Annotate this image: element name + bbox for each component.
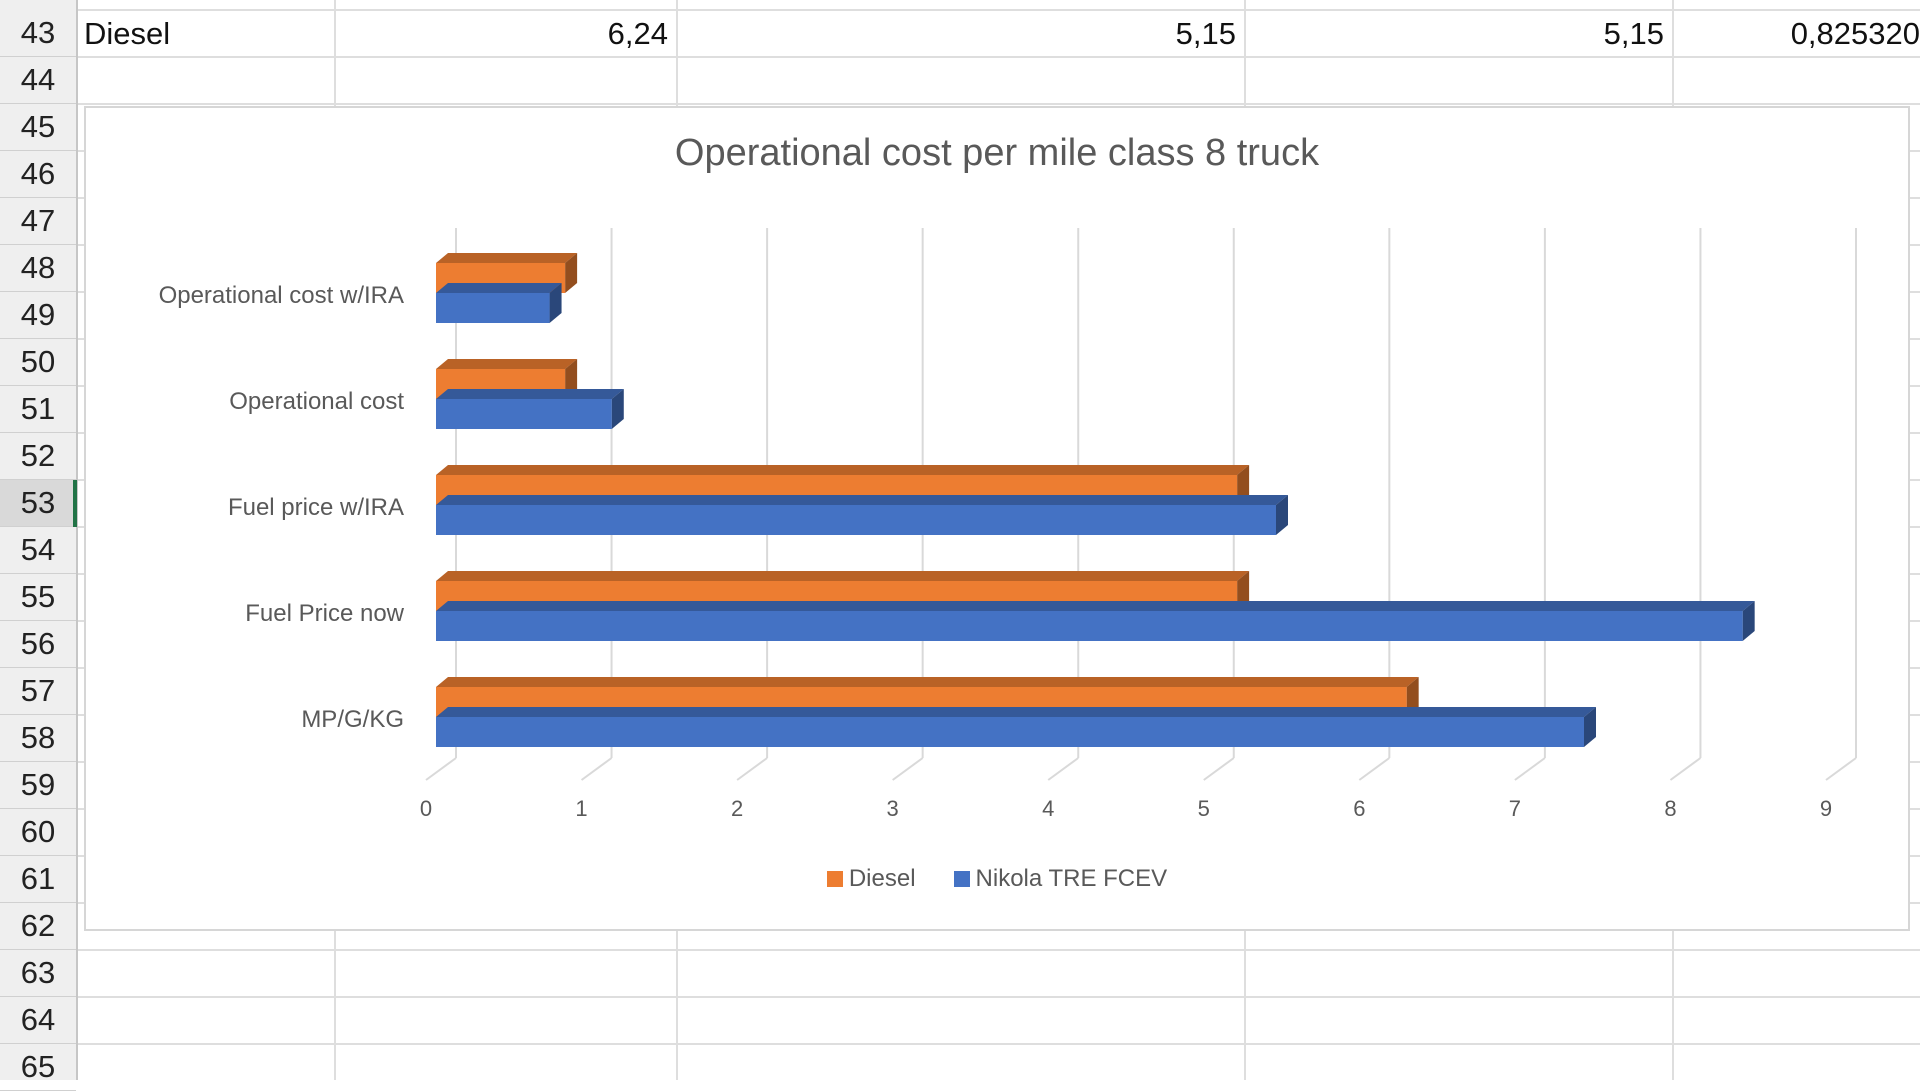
x-tick-label: 7: [1509, 796, 1521, 821]
legend-swatch-diesel: [826, 871, 843, 887]
row-header[interactable]: 49: [0, 292, 76, 339]
row-header[interactable]: 65: [0, 1044, 76, 1091]
grid-row-line: [78, 103, 1920, 105]
row-header[interactable]: 62: [0, 903, 76, 950]
chart-plot: 0 1 2 3 4 5 6 7 8 9 Operational cost w/IRA Operatio…: [159, 228, 1857, 821]
grid-row-line: [78, 996, 1920, 998]
row-header[interactable]: 47: [0, 198, 76, 245]
bar-top: [436, 495, 1288, 505]
x-tick-label: 4: [1042, 796, 1054, 821]
floor-line: [1358, 757, 1390, 781]
cell-row43-c2[interactable]: 5,15: [1175, 15, 1236, 51]
floor-line: [425, 757, 457, 781]
bar-side: [549, 283, 562, 323]
x-tick-label: 1: [575, 796, 587, 821]
active-row-marker: [73, 480, 77, 527]
legend-item-nikola: Nikola TRE FCEV: [953, 865, 1168, 893]
row-header[interactable]: 58: [0, 715, 76, 762]
row-header[interactable]: 52: [0, 433, 76, 480]
grid-row-line: [78, 9, 1920, 11]
legend-item-diesel: Diesel: [826, 865, 916, 893]
bar-side: [611, 389, 624, 429]
legend-swatch-nikola: [953, 871, 970, 887]
row-header[interactable]: 60: [0, 809, 76, 856]
category-label: Fuel Price now: [245, 600, 404, 627]
legend-label-nikola: Nikola TRE FCEV: [975, 865, 1168, 892]
cell-row43-c1[interactable]: 6,24: [607, 15, 668, 51]
x-tick-label: 9: [1820, 796, 1832, 821]
floor-line: [1669, 757, 1702, 781]
x-tick-label: 8: [1664, 796, 1676, 821]
category-label: MP/G/KG: [301, 706, 404, 733]
floor-line: [1203, 757, 1235, 781]
cell-row43-c4[interactable]: 0,825320: [1790, 15, 1920, 51]
category-label: Operational cost: [229, 388, 404, 415]
row-header[interactable]: 43: [0, 10, 76, 57]
category-label: Fuel price w/IRA: [228, 494, 404, 521]
row-header[interactable]: 64: [0, 997, 76, 1044]
grid-row-line: [78, 949, 1920, 951]
bar-top: [436, 465, 1250, 475]
bar-top: [436, 677, 1419, 687]
floor-line: [1047, 757, 1079, 781]
bar-nikola: [436, 293, 550, 323]
x-tick-label: 5: [1198, 796, 1210, 821]
row-header[interactable]: 56: [0, 621, 76, 668]
floor-line: [1514, 757, 1546, 781]
bar-top: [436, 283, 562, 293]
row-header[interactable]: 55: [0, 574, 76, 621]
row-headers: 43 44 45 46 47 48 49 50 51 52 53 54 55 56 57 58 59 60 61 62…: [0, 0, 78, 1091]
row-header[interactable]: 44: [0, 57, 76, 104]
x-tick-label: 2: [731, 796, 743, 821]
bar-side: [1584, 707, 1596, 747]
floor-line: [736, 757, 768, 781]
bar-top: [436, 707, 1596, 717]
bar-side: [565, 253, 578, 293]
row-header[interactable]: 57: [0, 668, 76, 715]
chart-title: Operational cost per mile class 8 truck: [674, 132, 1320, 174]
bar-side: [1742, 601, 1755, 641]
row-header[interactable]: 51: [0, 386, 76, 433]
legend-label-diesel: Diesel: [848, 865, 916, 892]
bar-top: [436, 389, 624, 399]
bar-nikola: [436, 611, 1743, 641]
bar-nikola: [436, 505, 1276, 535]
bar-top: [436, 359, 578, 369]
chart[interactable]: Operational cost per mile class 8 truck …: [84, 106, 1910, 931]
row-header[interactable]: 63: [0, 950, 76, 997]
x-tick-label: 0: [420, 796, 432, 821]
x-tick-label: 3: [887, 796, 899, 821]
row-header[interactable]: 61: [0, 856, 76, 903]
row-header[interactable]: 50: [0, 339, 76, 386]
row-header[interactable]: 45: [0, 104, 76, 151]
bar-top: [436, 601, 1755, 611]
bar-nikola: [436, 399, 612, 429]
grid-row-line: [78, 56, 1920, 58]
cell-row43-c3[interactable]: 5,15: [1603, 15, 1664, 51]
grid-row-line: [78, 1043, 1920, 1045]
row-header[interactable]: 46: [0, 151, 76, 198]
floor-line: [892, 757, 924, 781]
floor-line: [580, 757, 613, 781]
x-tick-label: 6: [1353, 796, 1365, 821]
bar-side: [1276, 495, 1288, 535]
row-header[interactable]: 53: [0, 480, 76, 527]
floor-line: [1825, 757, 1857, 781]
row-header[interactable]: 54: [0, 527, 76, 574]
row-header[interactable]: 59: [0, 762, 76, 809]
chart-legend: Diesel Nikola TRE FCEV: [86, 865, 1908, 893]
bar-top: [436, 571, 1250, 581]
category-label: Operational cost w/IRA: [159, 282, 404, 309]
row-header[interactable]: 48: [0, 245, 76, 292]
bar-nikola: [436, 717, 1584, 747]
cell-row43-label[interactable]: Diesel: [84, 15, 171, 51]
bar-top: [436, 253, 578, 263]
